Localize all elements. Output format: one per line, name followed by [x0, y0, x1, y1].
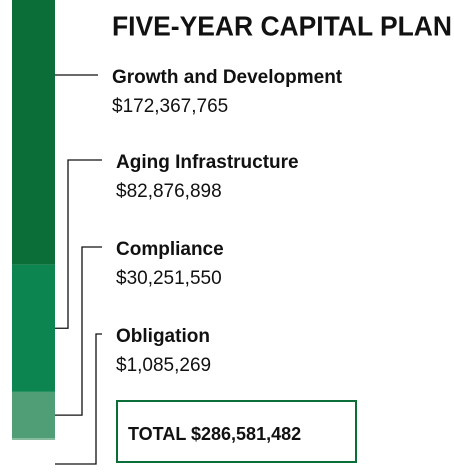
value-label: $82,876,898: [116, 181, 222, 202]
bar-segment: [12, 438, 55, 440]
chart-title: FIVE-YEAR CAPITAL PLAN: [112, 10, 452, 41]
leader-line: [55, 333, 102, 465]
category-label: Compliance: [116, 239, 224, 260]
value-label: $30,251,550: [116, 268, 222, 289]
bar-segment: [12, 0, 55, 265]
bar-segment: [12, 264, 55, 392]
leader-line: [55, 159, 102, 329]
total-box: [116, 400, 357, 463]
bar-segment: [12, 391, 55, 439]
category-label: Growth and Development: [112, 67, 343, 88]
category-label: Aging Infrastructure: [116, 152, 299, 173]
value-label: $1,085,269: [116, 355, 211, 376]
value-label: $172,367,765: [112, 96, 228, 117]
category-label: Obligation: [116, 326, 210, 347]
leader-line: [55, 246, 102, 416]
total-label: TOTAL $286,581,482: [128, 424, 301, 444]
